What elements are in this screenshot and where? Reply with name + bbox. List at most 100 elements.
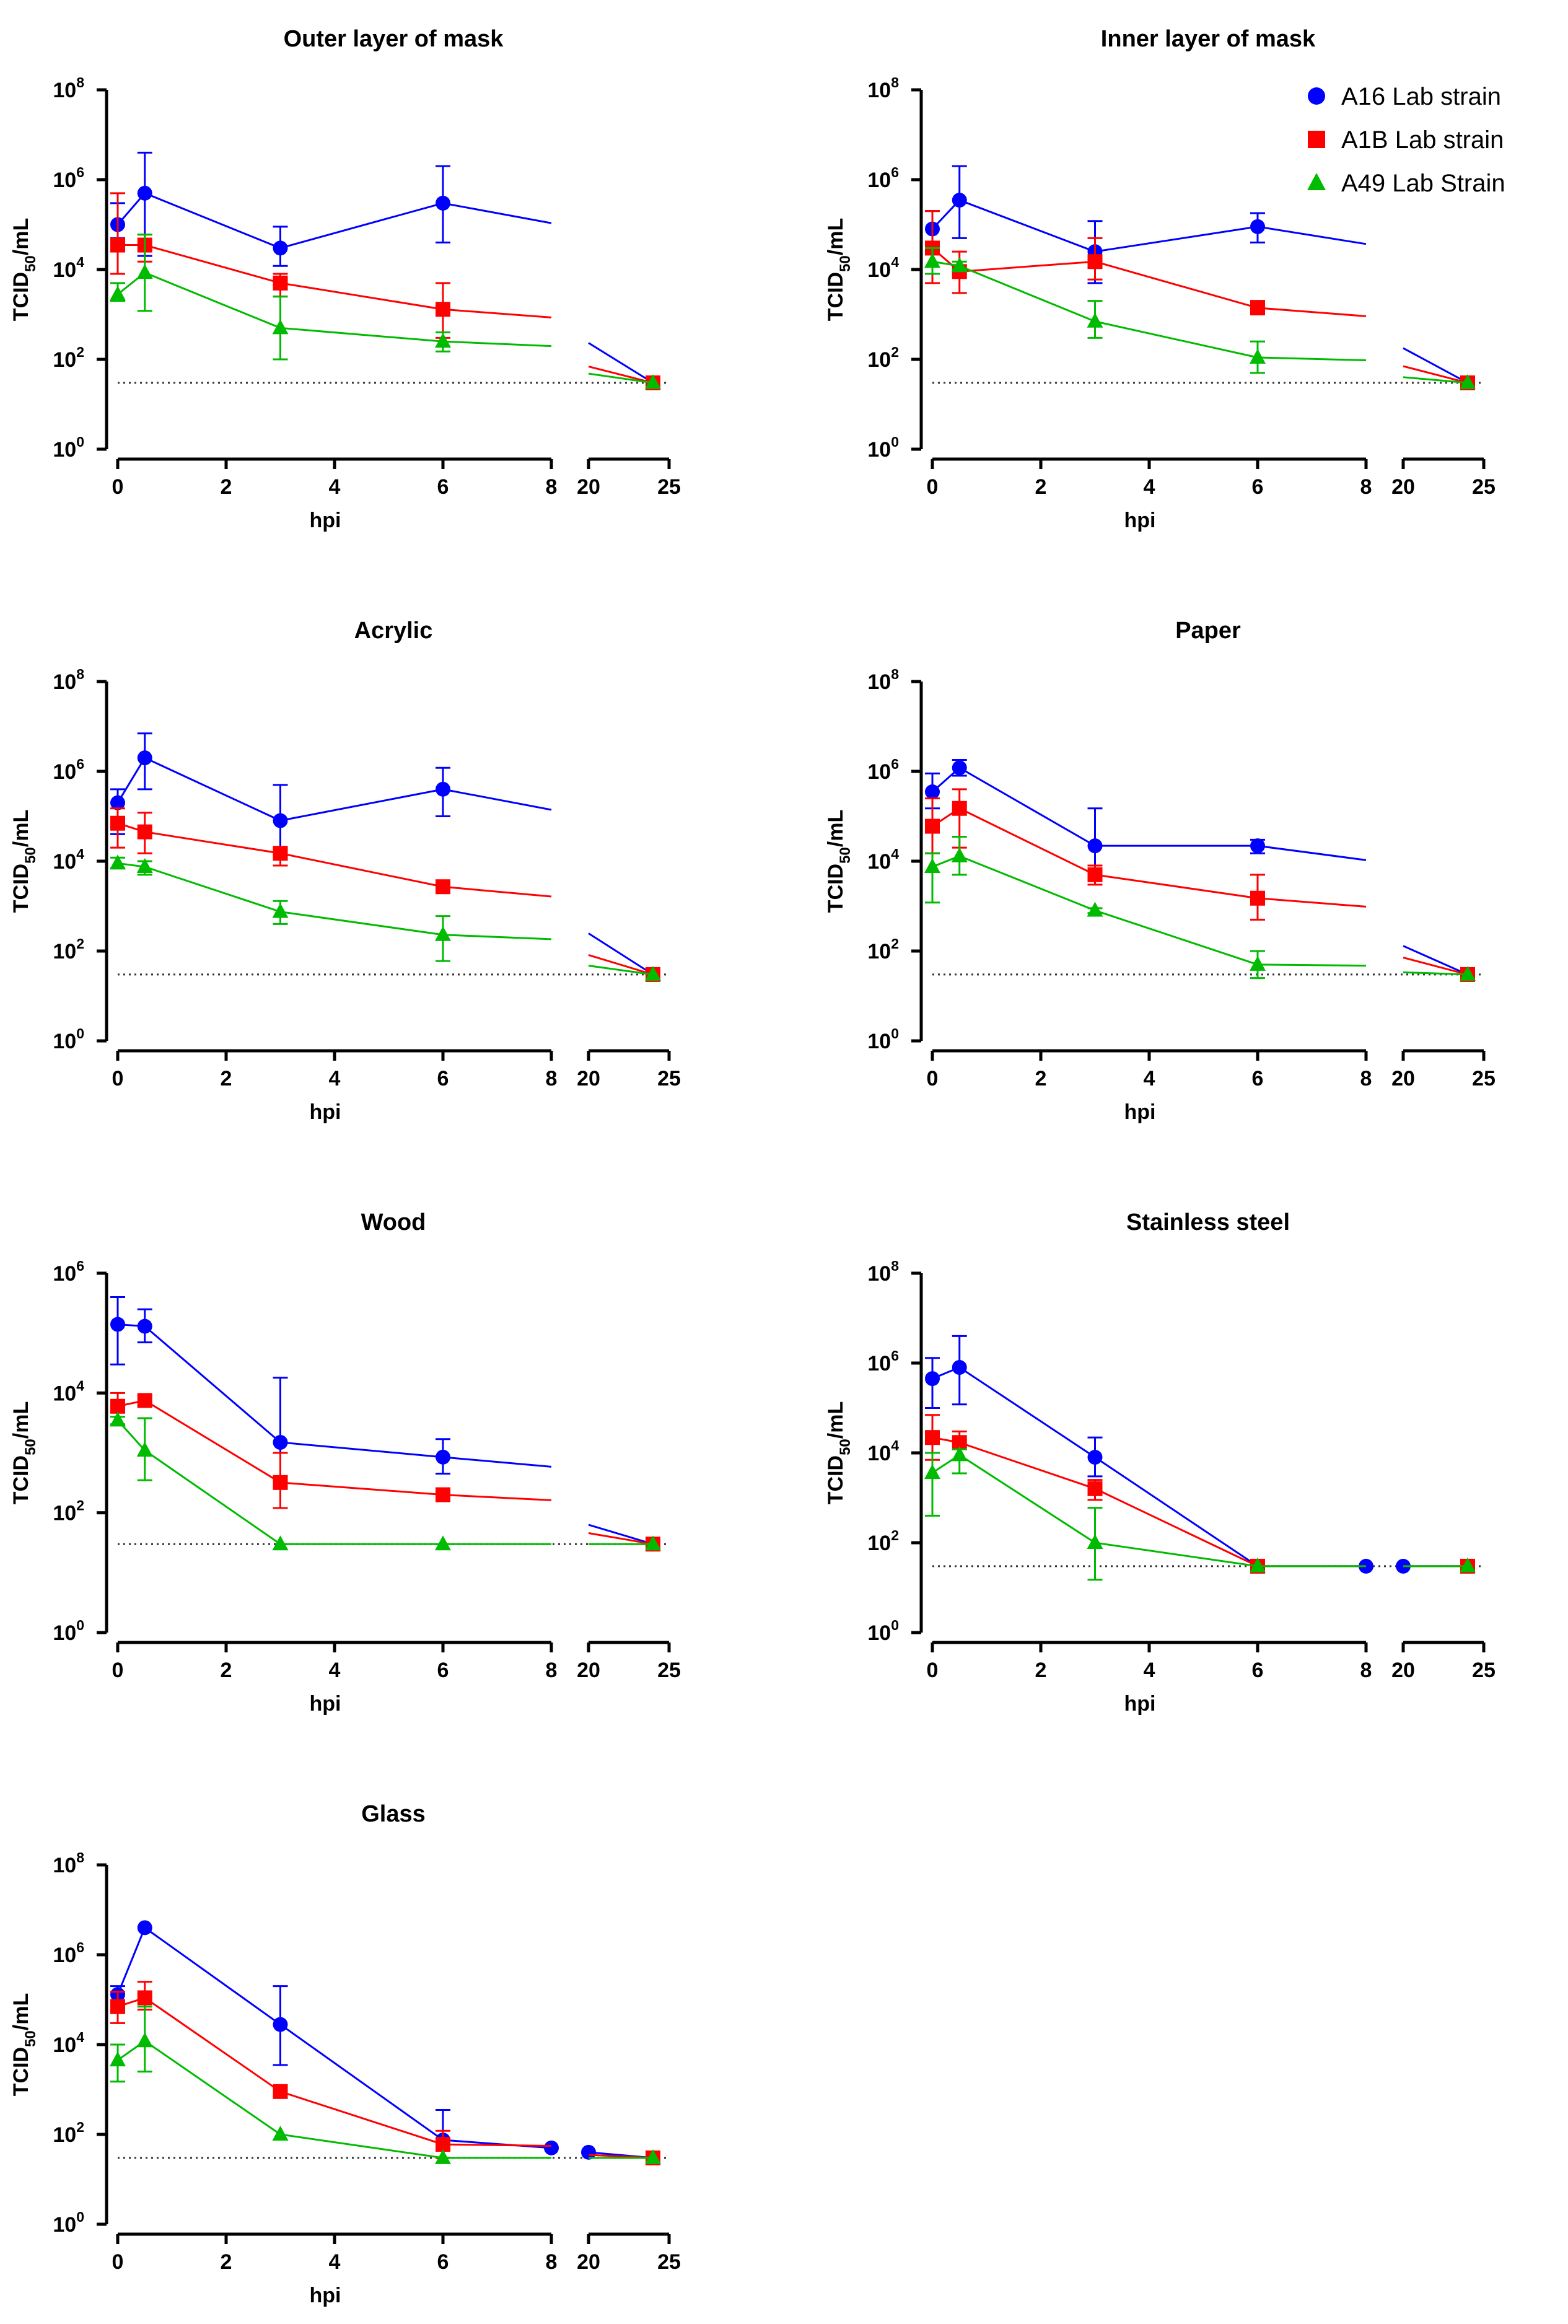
x-tick-label: 25 bbox=[657, 1659, 681, 1682]
series-line bbox=[588, 932, 654, 976]
data-point-square bbox=[110, 237, 125, 253]
y-tick-label: 106 bbox=[53, 756, 84, 784]
data-point-triangle bbox=[110, 1411, 126, 1427]
y-label-sub: 50 bbox=[837, 847, 854, 864]
data-point-square bbox=[273, 846, 288, 861]
x-axis-label: hpi bbox=[310, 2284, 341, 2307]
series-line bbox=[932, 766, 1367, 861]
data-point-triangle bbox=[1250, 348, 1266, 364]
series-line bbox=[932, 855, 1367, 967]
data-point-circle bbox=[273, 1434, 288, 1450]
data-point-square bbox=[110, 1999, 125, 2014]
data-point-circle bbox=[925, 1371, 940, 1387]
x-axis-label: hpi bbox=[1124, 1100, 1156, 1124]
data-point-square bbox=[137, 1990, 152, 2006]
series-2 bbox=[924, 1446, 1476, 1581]
y-tick-label: 106 bbox=[53, 1939, 84, 1967]
chart-panel: Stainless steel100102104106108TCID50/mL0… bbox=[824, 1209, 1496, 1716]
y-tick-base: 10 bbox=[867, 940, 891, 963]
y-axis-label: TCID50/mL bbox=[824, 810, 854, 913]
y-tick-label: 100 bbox=[53, 434, 84, 462]
data-point-triangle bbox=[645, 374, 661, 389]
x-tick-label: 20 bbox=[577, 1659, 600, 1682]
data-point-square bbox=[1087, 1481, 1103, 1496]
y-tick-label: 104 bbox=[867, 846, 899, 874]
x-tick-label: 0 bbox=[112, 2250, 124, 2274]
y-tick-base: 10 bbox=[53, 940, 76, 963]
data-point-circle bbox=[436, 195, 450, 211]
y-tick-base: 10 bbox=[867, 1262, 891, 1286]
y-tick-exponent: 6 bbox=[891, 164, 899, 180]
x-tick-label: 2 bbox=[1035, 1067, 1047, 1090]
data-point-triangle bbox=[136, 2032, 153, 2048]
data-point-triangle bbox=[110, 2051, 126, 2067]
y-tick-label: 102 bbox=[53, 936, 84, 963]
data-point-triangle bbox=[435, 333, 451, 348]
y-tick-base: 10 bbox=[867, 438, 891, 462]
y-tick-exponent: 8 bbox=[891, 666, 899, 682]
series-2 bbox=[924, 247, 1476, 389]
y-tick-label: 100 bbox=[867, 1025, 899, 1053]
data-point-square bbox=[137, 824, 152, 840]
y-tick-label: 108 bbox=[867, 74, 899, 102]
data-point-square bbox=[1087, 867, 1103, 882]
series-line bbox=[588, 965, 654, 976]
series-0 bbox=[110, 1296, 660, 1552]
y-tick-base: 10 bbox=[53, 79, 76, 102]
data-point-circle bbox=[110, 1317, 125, 1332]
x-axis-label: hpi bbox=[1124, 1692, 1156, 1716]
data-point-circle bbox=[1250, 219, 1265, 234]
y-tick-label: 108 bbox=[53, 1849, 84, 1877]
x-tick-label: 4 bbox=[1144, 1659, 1155, 1682]
data-point-triangle bbox=[435, 1535, 451, 1551]
y-tick-label: 106 bbox=[53, 164, 84, 192]
x-tick-label: 0 bbox=[927, 1659, 939, 1682]
x-tick-label: 2 bbox=[221, 1659, 232, 1682]
y-tick-label: 106 bbox=[867, 756, 899, 784]
y-tick-base: 10 bbox=[53, 258, 76, 282]
y-label-main: TCID bbox=[9, 2047, 33, 2096]
data-point-triangle bbox=[924, 253, 940, 268]
data-point-square bbox=[273, 275, 288, 291]
data-point-triangle bbox=[435, 2149, 451, 2164]
y-label-tail: /mL bbox=[9, 810, 33, 847]
x-tick-label: 25 bbox=[1472, 475, 1496, 499]
panel-title: Acrylic bbox=[354, 618, 433, 644]
data-point-circle bbox=[273, 813, 288, 828]
panel-title: Wood bbox=[361, 1209, 426, 1235]
x-tick-label: 4 bbox=[329, 1067, 341, 1090]
x-tick-label: 20 bbox=[1391, 1067, 1415, 1090]
y-tick-label: 100 bbox=[867, 1617, 899, 1645]
y-label-sub: 50 bbox=[837, 255, 854, 272]
chart-panel: Outer layer of mask100102104106108TCID50… bbox=[9, 26, 681, 532]
y-tick-exponent: 8 bbox=[891, 74, 899, 90]
y-tick-label: 104 bbox=[53, 2029, 84, 2057]
y-label-tail: /mL bbox=[9, 1993, 33, 2030]
data-point-circle bbox=[273, 240, 288, 256]
y-tick-exponent: 0 bbox=[76, 1025, 84, 1041]
series-1 bbox=[925, 788, 1475, 982]
series-line bbox=[1403, 945, 1468, 976]
y-label-main: TCID bbox=[9, 864, 33, 913]
series-line bbox=[588, 954, 654, 976]
series-line bbox=[117, 1996, 552, 2147]
y-tick-exponent: 6 bbox=[891, 1348, 899, 1364]
y-tick-base: 10 bbox=[867, 1621, 891, 1645]
series-line bbox=[1403, 971, 1468, 976]
series-line bbox=[932, 1366, 1366, 1568]
panel-title: Inner layer of mask bbox=[1101, 26, 1316, 52]
y-tick-label: 102 bbox=[53, 2119, 84, 2147]
y-tick-exponent: 2 bbox=[891, 344, 899, 360]
series-line bbox=[588, 342, 654, 384]
series-line bbox=[588, 1532, 654, 1545]
data-point-triangle bbox=[924, 1464, 940, 1480]
series-line bbox=[117, 271, 552, 348]
x-tick-label: 4 bbox=[329, 2250, 341, 2274]
y-tick-base: 10 bbox=[867, 1352, 891, 1375]
y-tick-exponent: 2 bbox=[76, 344, 84, 360]
x-tick-label: 0 bbox=[112, 1067, 124, 1090]
series-line bbox=[932, 1436, 1366, 1568]
y-tick-base: 10 bbox=[53, 438, 76, 462]
